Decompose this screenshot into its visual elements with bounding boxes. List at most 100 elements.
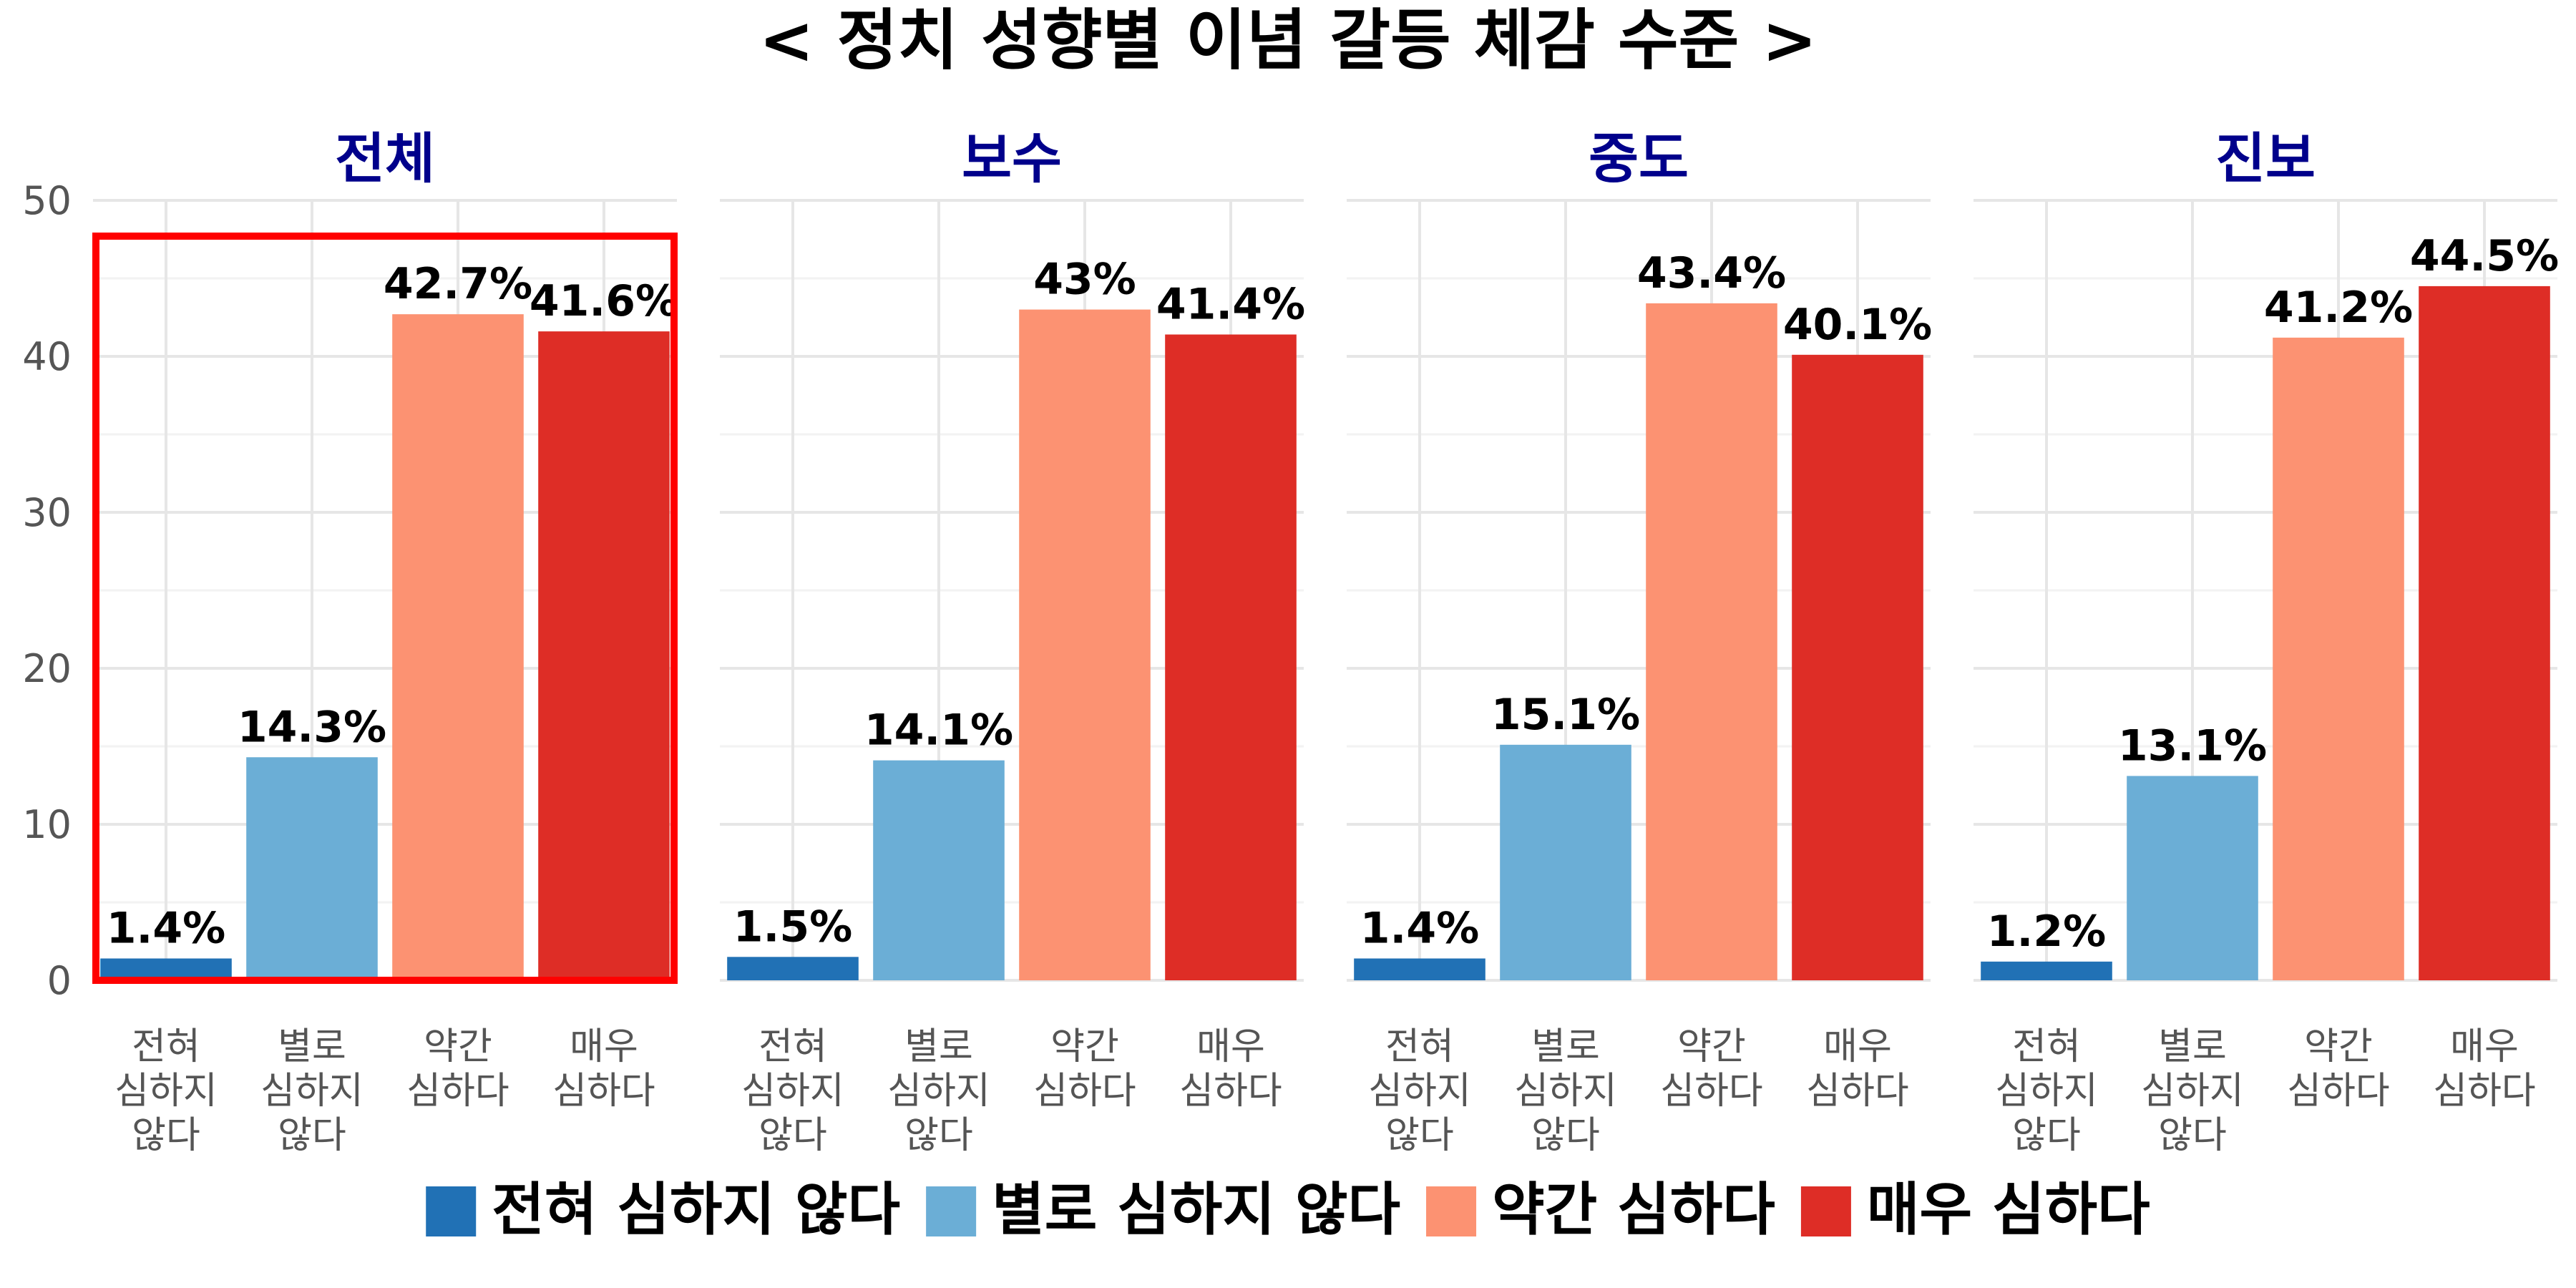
bar [392,314,524,980]
x-tick-label: 심하지 [887,1070,990,1113]
data-label: 14.3% [238,702,386,752]
x-tick-label: 전혀 [1385,1025,1454,1068]
legend-label: 전혀 심하지 않다 [492,1176,900,1243]
bar [873,760,1005,980]
x-tick-label: 별로 [1531,1025,1600,1068]
data-label: 41.2% [2264,283,2413,333]
x-tick-label: 약간 [2304,1025,2373,1068]
x-tick-label: 심하다 [1660,1070,1763,1113]
x-tick-label: 않다 [758,1114,827,1157]
x-tick-label: 심하다 [1806,1070,1909,1113]
x-tick-label: 매우 [1196,1025,1265,1068]
x-tick-label: 않다 [1531,1114,1600,1157]
panel-title: 중도 [1589,127,1689,190]
bar [1646,303,1777,980]
y-tick-label: 10 [22,802,72,847]
chart-title: < 정치 성향별 이념 갈등 체감 수준 > [759,2,1818,79]
legend-label: 약간 심하다 [1492,1176,1775,1243]
x-tick-label: 전혀 [132,1025,200,1068]
x-tick-label: 별로 [2158,1025,2227,1068]
bar [727,957,859,980]
data-label: 1.4% [107,903,225,953]
bar [1981,961,2112,980]
data-label: 43.4% [1637,248,1786,298]
legend-item: 매우 심하다 [1800,1176,2150,1243]
x-tick-label: 전혀 [758,1025,827,1068]
x-tick-label: 심하지 [2141,1070,2244,1113]
data-label: 41.4% [1156,279,1305,329]
bar [1500,744,1631,980]
x-tick-label: 약간 [424,1025,492,1068]
bar [1019,309,1151,981]
x-tick-label: 별로 [278,1025,346,1068]
x-tick-label: 심하지 [260,1070,364,1113]
legend-swatch [426,1186,477,1236]
x-tick-label: 않다 [132,1114,200,1157]
bar [1792,354,1923,980]
legend-item: 별로 심하지 않다 [926,1176,1400,1243]
x-tick-label: 매우 [570,1025,638,1068]
x-tick-label: 심하다 [1179,1070,1282,1113]
x-tick-label: 심하다 [2287,1070,2390,1113]
data-label: 40.1% [1783,300,1932,350]
y-tick-label: 40 [22,334,72,379]
bar [2273,337,2404,981]
x-tick-label: 심하지 [1368,1070,1471,1113]
y-tick-label: 50 [22,178,72,223]
data-label: 13.1% [2118,721,2267,771]
panel-title: 전체 [335,127,435,190]
data-label: 43% [1033,255,1136,305]
x-tick-label: 않다 [1385,1114,1454,1157]
x-tick-label: 않다 [278,1114,346,1157]
x-tick-label: 않다 [2012,1114,2081,1157]
legend-swatch [1426,1186,1477,1236]
data-label: 44.5% [2410,231,2559,281]
highlight-box [92,233,678,984]
x-tick-label: 약간 [1050,1025,1119,1068]
legend-label: 별로 심하지 않다 [992,1176,1400,1243]
data-label: 15.1% [1491,690,1640,740]
x-tick-label: 심하다 [552,1070,655,1113]
bar [100,958,232,980]
y-tick-label: 30 [22,490,72,535]
x-tick-label: 심하지 [114,1070,218,1113]
legend-item: 전혀 심하지 않다 [426,1176,900,1243]
x-tick-label: 심하다 [406,1070,509,1113]
x-tick-label: 심하다 [2433,1070,2536,1113]
data-label: 1.5% [733,902,852,952]
y-tick-label: 0 [47,958,72,1003]
bar [2419,286,2550,980]
bar [2127,776,2258,980]
x-tick-label: 전혀 [2012,1025,2081,1068]
legend: 전혀 심하지 않다 별로 심하지 않다 약간 심하다 매우 심하다 [426,1176,2150,1243]
legend-item: 약간 심하다 [1426,1176,1775,1243]
data-label: 14.1% [864,706,1013,756]
legend-label: 매우 심하다 [1867,1176,2150,1243]
legend-swatch [1800,1186,1851,1236]
x-tick-label: 않다 [2158,1114,2227,1157]
bar [1165,334,1297,981]
x-tick-label: 심하지 [741,1070,844,1113]
x-tick-label: 않다 [904,1114,973,1157]
x-tick-label: 약간 [1677,1025,1746,1068]
bar [246,757,378,980]
data-label: 1.4% [1360,903,1479,953]
data-label: 41.6% [530,276,678,326]
x-tick-label: 별로 [904,1025,973,1068]
bar [1354,958,1485,980]
legend-swatch [926,1186,977,1236]
x-tick-label: 매우 [1823,1025,1892,1068]
data-label: 1.2% [1987,907,2106,957]
bar [538,331,670,980]
panel-title: 진보 [2215,127,2316,190]
y-tick-label: 20 [22,646,72,691]
panel-title: 보수 [962,127,1062,190]
x-tick-label: 매우 [2450,1025,2519,1068]
x-tick-label: 심하지 [1995,1070,2098,1113]
